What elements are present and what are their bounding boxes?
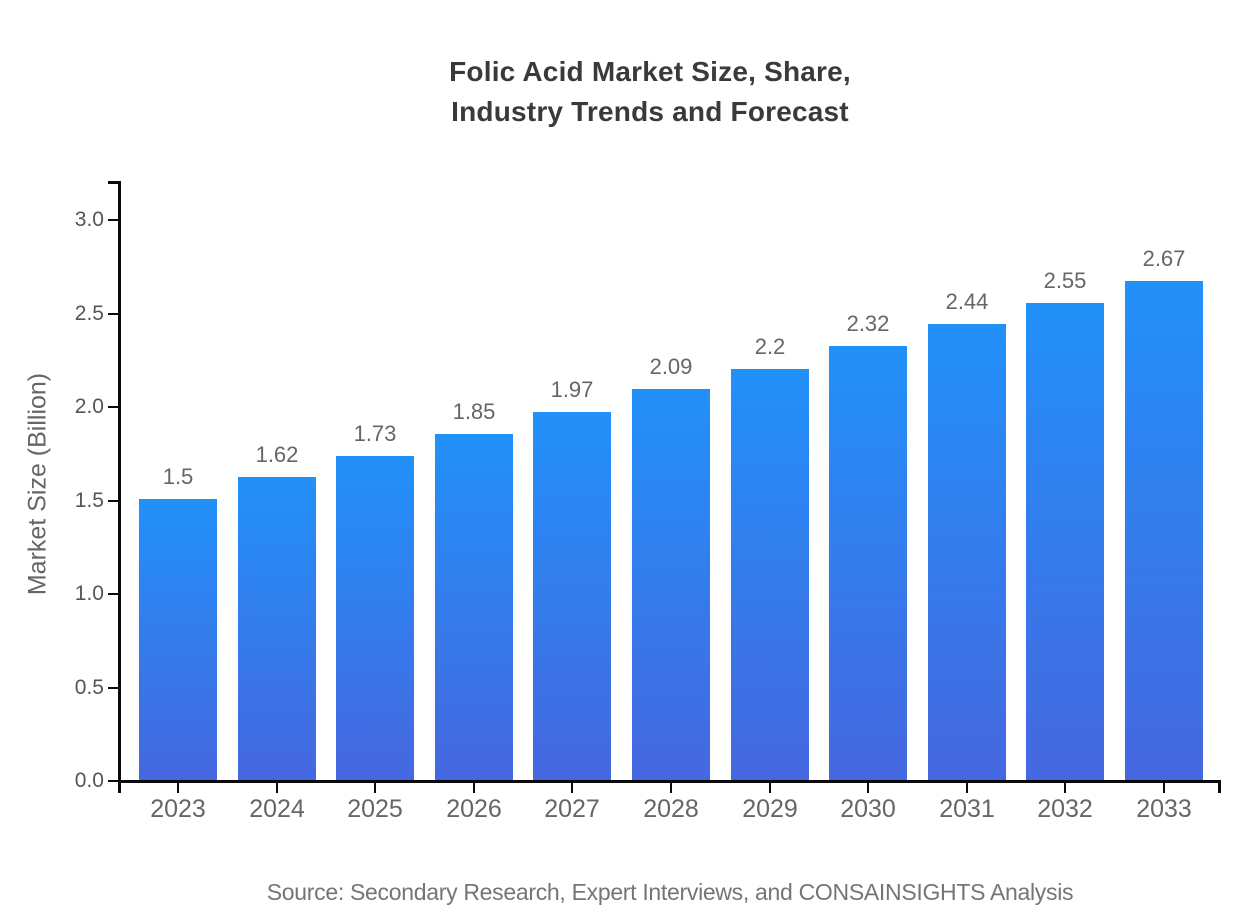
x-tick xyxy=(670,783,672,793)
x-axis-left-edge-tick xyxy=(118,783,121,793)
y-tick-label: 1.0 xyxy=(74,582,104,605)
bar-value-label: 2.44 xyxy=(945,289,989,314)
x-tick xyxy=(571,783,573,793)
x-tick-label: 2033 xyxy=(1136,795,1192,823)
bar-2026 xyxy=(435,434,513,780)
x-tick-label: 2025 xyxy=(347,795,403,823)
bar-2027 xyxy=(533,412,611,780)
bar-value-label: 2.09 xyxy=(649,354,693,379)
y-tick xyxy=(108,499,118,502)
x-tick-label: 2024 xyxy=(249,795,305,823)
y-tick xyxy=(108,780,118,782)
y-axis-top-cap-tick xyxy=(108,181,118,184)
bar-value-label: 2.55 xyxy=(1043,268,1087,293)
bar-value-label: 2.32 xyxy=(846,311,890,336)
bar-value-label: 1.97 xyxy=(550,377,594,402)
y-tick xyxy=(108,593,118,595)
x-tick xyxy=(769,783,771,793)
bar-2025 xyxy=(336,456,414,780)
x-tick xyxy=(1163,783,1165,793)
x-tick xyxy=(1064,783,1066,793)
x-tick-label: 2032 xyxy=(1037,795,1093,823)
y-tick xyxy=(108,219,118,221)
y-tick xyxy=(108,686,118,689)
bar-2028 xyxy=(632,389,710,780)
bar-value-label: 1.73 xyxy=(353,421,397,446)
x-tick-label: 2026 xyxy=(446,795,502,823)
bar-value-label: 2.67 xyxy=(1142,246,1186,271)
source-attribution: Source: Secondary Research, Expert Inter… xyxy=(266,879,1074,905)
x-tick xyxy=(276,783,278,793)
x-axis-line xyxy=(118,780,1221,783)
x-tick-label: 2029 xyxy=(742,795,798,823)
x-tick xyxy=(867,783,869,793)
x-tick-label: 2031 xyxy=(939,795,995,823)
bar-2032 xyxy=(1026,303,1104,780)
bar-value-label: 1.5 xyxy=(162,464,194,489)
bar-value-label: 2.2 xyxy=(754,334,786,359)
x-tick xyxy=(966,783,968,793)
y-tick-label: 3.0 xyxy=(74,208,104,231)
bar-2024 xyxy=(238,477,316,780)
x-tick xyxy=(177,783,179,793)
chart-title: Folic Acid Market Size, Share, Industry … xyxy=(40,52,1260,132)
x-tick-label: 2027 xyxy=(544,795,600,823)
x-tick xyxy=(473,783,475,793)
y-tick xyxy=(108,312,118,315)
y-tick xyxy=(108,406,118,408)
y-axis-line xyxy=(118,181,121,783)
x-axis-right-edge-tick xyxy=(1218,783,1221,793)
x-tick-label: 2023 xyxy=(150,795,206,823)
bar-2031 xyxy=(928,324,1006,780)
bar-value-label: 1.85 xyxy=(452,399,496,424)
y-tick-label: 0.0 xyxy=(74,769,104,792)
bar-2029 xyxy=(731,369,809,780)
bar-2030 xyxy=(829,346,907,780)
y-tick-label: 2.0 xyxy=(74,395,104,418)
y-tick-label: 1.5 xyxy=(74,488,104,512)
bar-2033 xyxy=(1125,281,1203,780)
chart-title-line-2: Industry Trends and Forecast xyxy=(451,96,849,127)
chart-title-line-1: Folic Acid Market Size, Share, xyxy=(449,56,851,87)
x-tick-label: 2030 xyxy=(840,795,896,823)
y-tick-label: 2.5 xyxy=(74,301,104,325)
y-tick-label: 0.5 xyxy=(74,675,104,699)
x-tick xyxy=(374,783,376,793)
x-tick-label: 2028 xyxy=(643,795,699,823)
bar-2023 xyxy=(139,499,217,780)
bar-value-label: 1.62 xyxy=(255,442,299,467)
